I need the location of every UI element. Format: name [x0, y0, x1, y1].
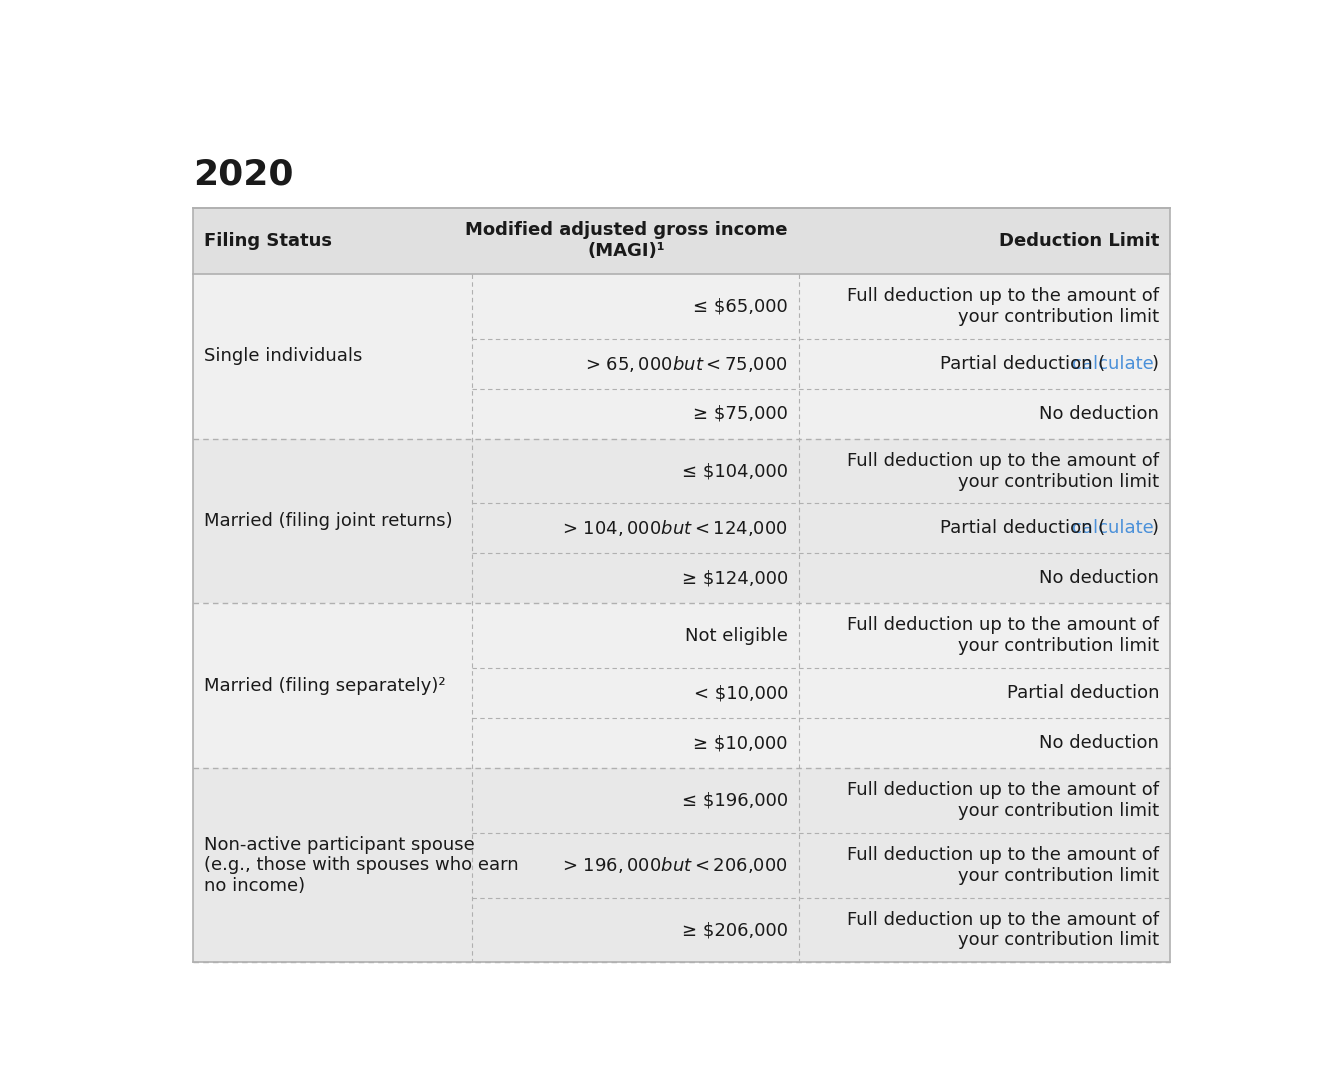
Text: Single individuals: Single individuals [205, 348, 363, 365]
Text: Partial deduction: Partial deduction [1007, 685, 1158, 702]
Text: Married (filing separately)²: Married (filing separately)² [205, 677, 446, 694]
Text: > $104,000 but < $124,000: > $104,000 but < $124,000 [563, 519, 787, 538]
Text: ≤ $65,000: ≤ $65,000 [693, 298, 787, 315]
Text: Full deduction up to the amount of
your contribution limit: Full deduction up to the amount of your … [847, 287, 1158, 326]
Text: Full deduction up to the amount of
your contribution limit: Full deduction up to the amount of your … [847, 910, 1158, 949]
Text: No deduction: No deduction [1039, 735, 1158, 752]
Bar [193, 274, 1170, 439]
Text: 2020: 2020 [193, 158, 294, 192]
Text: No deduction: No deduction [1039, 404, 1158, 423]
Bar [193, 439, 1170, 604]
Text: Non-active participant spouse
(e.g., those with spouses who earn
no income): Non-active participant spouse (e.g., tho… [205, 836, 519, 895]
Bar [193, 768, 1170, 962]
Text: Full deduction up to the amount of
your contribution limit: Full deduction up to the amount of your … [847, 782, 1158, 820]
Text: ≥ $75,000: ≥ $75,000 [693, 404, 787, 423]
Text: ≥ $10,000: ≥ $10,000 [693, 735, 787, 752]
Bar [193, 604, 1170, 768]
Text: Deduction Limit: Deduction Limit [999, 232, 1158, 250]
Text: Partial deduction (: Partial deduction ( [939, 354, 1105, 373]
Text: Partial deduction (: Partial deduction ( [939, 520, 1105, 537]
Text: Filing Status: Filing Status [205, 232, 332, 250]
Bar [193, 208, 1170, 274]
Text: calculate: calculate [1072, 354, 1153, 373]
Text: ): ) [1152, 520, 1158, 537]
Text: No deduction: No deduction [1039, 569, 1158, 588]
Text: Full deduction up to the amount of
your contribution limit: Full deduction up to the amount of your … [847, 846, 1158, 885]
Text: Full deduction up to the amount of
your contribution limit: Full deduction up to the amount of your … [847, 451, 1158, 490]
Text: Not eligible: Not eligible [685, 627, 787, 645]
Text: ≥ $124,000: ≥ $124,000 [682, 569, 787, 588]
Text: > $196,000 but < $206,000: > $196,000 but < $206,000 [563, 856, 787, 875]
Text: ≥ $206,000: ≥ $206,000 [682, 921, 787, 940]
Text: > $65,000 but < $75,000: > $65,000 but < $75,000 [585, 354, 787, 374]
Text: Full deduction up to the amount of
your contribution limit: Full deduction up to the amount of your … [847, 617, 1158, 655]
Text: ≤ $104,000: ≤ $104,000 [682, 462, 787, 480]
Text: ): ) [1152, 354, 1158, 373]
Text: calculate: calculate [1072, 520, 1153, 537]
Text: < $10,000: < $10,000 [693, 685, 787, 702]
Text: Married (filing joint returns): Married (filing joint returns) [205, 512, 452, 530]
Text: Modified adjusted gross income
(MAGI)¹: Modified adjusted gross income (MAGI)¹ [465, 221, 787, 261]
Text: ≤ $196,000: ≤ $196,000 [682, 791, 787, 810]
